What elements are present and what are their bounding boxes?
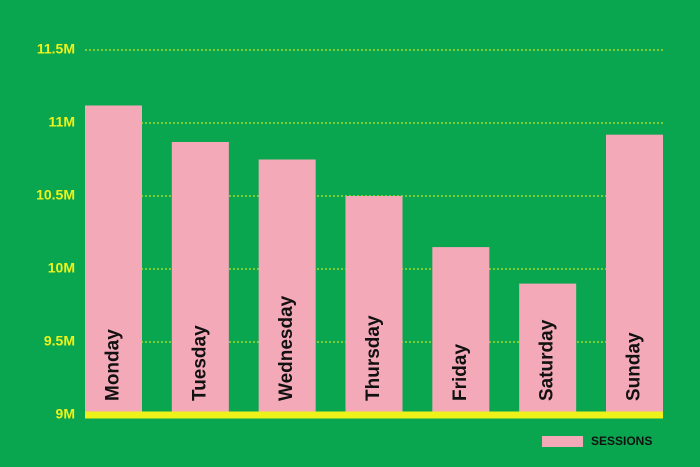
legend-swatch xyxy=(542,436,583,447)
category-label: Wednesday xyxy=(276,295,297,401)
y-tick-label: 11.5M xyxy=(37,41,75,57)
bar xyxy=(258,159,316,415)
y-tick-label: 11M xyxy=(49,114,75,130)
bar xyxy=(432,247,490,415)
category-label: Thursday xyxy=(363,315,384,401)
bar xyxy=(345,196,403,415)
y-tick-label: 9.5M xyxy=(44,333,75,349)
category-label: Tuesday xyxy=(189,325,210,401)
y-tick-label: 10M xyxy=(48,260,75,276)
bar xyxy=(606,134,663,415)
category-label: Monday xyxy=(103,329,124,401)
y-tick-label: 9M xyxy=(56,406,75,422)
category-label: Sunday xyxy=(624,332,645,401)
category-label: Saturday xyxy=(537,319,558,401)
bar xyxy=(171,141,229,416)
y-tick-label: 10.5M xyxy=(36,187,75,203)
bar xyxy=(519,283,577,415)
legend-label: SESSIONS xyxy=(591,434,652,448)
category-label: Friday xyxy=(450,344,471,401)
bar xyxy=(85,105,142,415)
